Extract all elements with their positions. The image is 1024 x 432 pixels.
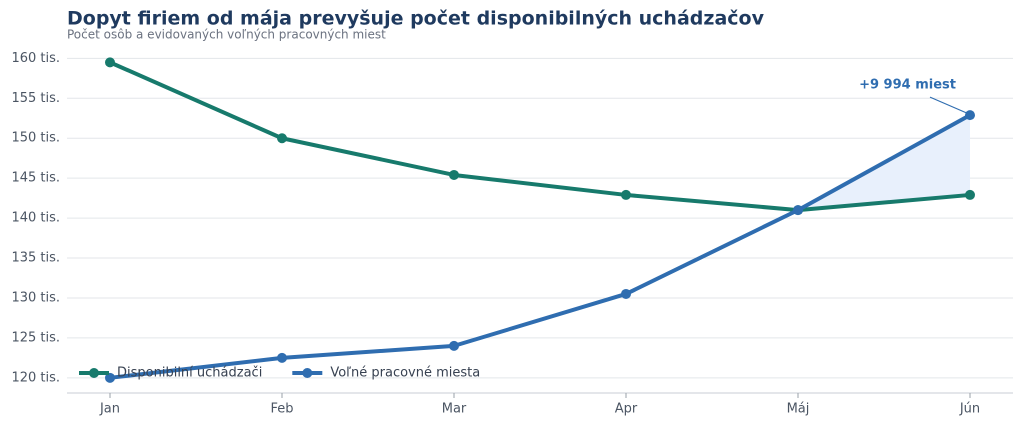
legend-label: Voľné pracovné miesta — [330, 366, 480, 381]
y-tick-label: 145 tis. — [11, 171, 60, 186]
y-tick-label: 130 tis. — [11, 290, 60, 305]
y-tick-label: 160 tis. — [11, 51, 60, 66]
x-tick-label: Mar — [442, 402, 467, 417]
chart-subtitle: Počet osôb a evidovaných voľných pracovn… — [67, 28, 386, 42]
data-point — [621, 189, 631, 200]
x-tick-label: Jan — [99, 402, 120, 417]
data-point — [277, 352, 287, 363]
y-tick-label: 125 tis. — [11, 330, 60, 345]
data-point — [449, 340, 459, 351]
data-point — [449, 169, 459, 180]
legend-marker — [89, 368, 99, 378]
data-point — [277, 133, 287, 144]
series-line — [109, 113, 971, 380]
legend-marker — [302, 368, 313, 378]
legend-label: Disponibilní uchádzači — [117, 366, 262, 381]
data-point — [621, 288, 631, 299]
chart-title: Dopyt firiem od mája prevyšuje počet dis… — [67, 8, 765, 30]
annotation: +9 994 miest — [859, 78, 956, 93]
data-point — [105, 57, 115, 68]
y-tick-label: 155 tis. — [11, 91, 60, 106]
y-tick-label: 120 tis. — [11, 370, 60, 385]
y-tick-label: 150 tis. — [11, 131, 60, 146]
data-point — [965, 189, 975, 200]
data-point — [105, 372, 115, 383]
series-line — [109, 60, 971, 213]
x-tick-label: Máj — [787, 402, 810, 417]
x-tick-label: Jún — [959, 402, 980, 417]
data-point — [793, 205, 803, 216]
y-tick-label: 135 tis. — [11, 251, 60, 266]
data-point — [965, 110, 975, 121]
x-tick-label: Feb — [270, 402, 293, 417]
y-tick-label: 140 tis. — [11, 211, 60, 226]
x-tick-label: Apr — [615, 402, 638, 417]
annotation-line — [929, 96, 968, 114]
